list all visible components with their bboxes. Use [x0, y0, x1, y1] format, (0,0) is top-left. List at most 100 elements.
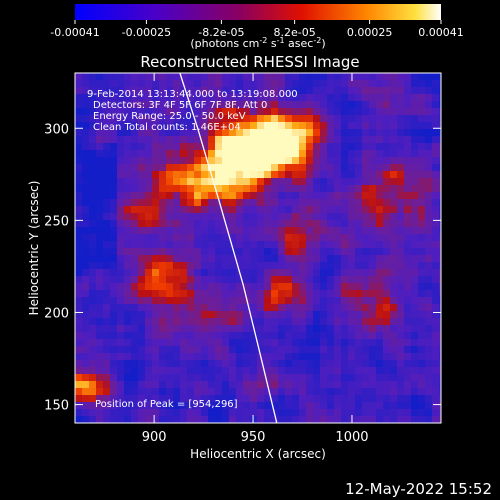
heatmap-cell	[82, 192, 90, 200]
heatmap-cell	[131, 129, 139, 137]
heatmap-cell	[222, 311, 230, 319]
heatmap-cell	[397, 374, 405, 382]
heatmap-cell	[110, 283, 118, 291]
heatmap-cell	[145, 262, 153, 270]
heatmap-cell	[117, 185, 125, 193]
heatmap-cell	[397, 311, 405, 319]
heatmap-cell	[257, 101, 265, 109]
heatmap-cell	[124, 129, 132, 137]
heatmap-cell	[145, 101, 153, 109]
heatmap-cell	[411, 73, 419, 81]
heatmap-cell	[425, 241, 433, 249]
heatmap-cell	[215, 108, 223, 116]
heatmap-cell	[271, 311, 279, 319]
heatmap-cell	[306, 227, 314, 235]
heatmap-cell	[131, 178, 139, 186]
heatmap-cell	[201, 255, 209, 263]
heatmap-cell	[96, 290, 104, 298]
heatmap-cell	[348, 87, 356, 95]
heatmap-cell	[355, 381, 363, 389]
heatmap-cell	[96, 115, 104, 123]
heatmap-cell	[355, 220, 363, 228]
heatmap-cell	[271, 255, 279, 263]
heatmap-cell	[320, 276, 328, 284]
heatmap-cell	[173, 80, 181, 88]
heatmap-cell	[383, 381, 391, 389]
heatmap-cell	[285, 171, 293, 179]
heatmap-cell	[138, 213, 146, 221]
heatmap-cell	[418, 136, 426, 144]
heatmap-cell	[103, 332, 111, 340]
heatmap-cell	[306, 115, 314, 123]
heatmap-cell	[152, 325, 160, 333]
heatmap-cell	[110, 360, 118, 368]
heatmap-cell	[313, 206, 321, 214]
heatmap-cell	[75, 353, 83, 361]
heatmap-cell	[390, 171, 398, 179]
heatmap-cell	[341, 290, 349, 298]
heatmap-cell	[117, 192, 125, 200]
heatmap-cell	[138, 311, 146, 319]
heatmap-cell	[334, 101, 342, 109]
heatmap-cell	[425, 311, 433, 319]
heatmap-cell	[397, 416, 405, 423]
heatmap-cell	[243, 136, 251, 144]
heatmap-cell	[334, 157, 342, 165]
heatmap-cell	[362, 108, 370, 116]
heatmap-cell	[383, 332, 391, 340]
heatmap-cell	[348, 283, 356, 291]
heatmap-cell	[117, 157, 125, 165]
heatmap-cell	[180, 227, 188, 235]
heatmap-cell	[313, 143, 321, 151]
heatmap-cell	[215, 388, 223, 396]
heatmap-cell	[355, 388, 363, 396]
heatmap-cell	[152, 353, 160, 361]
heatmap-cell	[418, 94, 426, 102]
heatmap-cell	[75, 199, 83, 207]
heatmap-cell	[194, 101, 202, 109]
heatmap-cell	[257, 367, 265, 375]
heatmap-cell	[103, 353, 111, 361]
heatmap-cell	[376, 388, 384, 396]
heatmap-cell	[152, 234, 160, 242]
heatmap-cell	[320, 234, 328, 242]
heatmap-cell	[166, 416, 174, 423]
heatmap-cell	[124, 241, 132, 249]
heatmap-cell	[250, 87, 258, 95]
heatmap-cell	[299, 346, 307, 354]
colorbar-tick-label: 8.2e-05	[273, 26, 315, 39]
heatmap-cell	[208, 101, 216, 109]
heatmap-cell	[96, 234, 104, 242]
heatmap-cell	[320, 178, 328, 186]
heatmap-cell	[327, 416, 335, 423]
heatmap-cell	[425, 290, 433, 298]
heatmap-cell	[348, 248, 356, 256]
heatmap-cell	[411, 80, 419, 88]
heatmap-cell	[222, 115, 230, 123]
heatmap-cell	[173, 122, 181, 130]
heatmap-cell	[257, 402, 265, 410]
heatmap-cell	[222, 304, 230, 312]
heatmap-cell	[334, 178, 342, 186]
heatmap-cell	[369, 185, 377, 193]
heatmap-cell	[306, 360, 314, 368]
heatmap-cell	[327, 374, 335, 382]
heatmap-cell	[271, 388, 279, 396]
heatmap-cell	[89, 192, 97, 200]
heatmap-cell	[89, 94, 97, 102]
heatmap-cell	[117, 283, 125, 291]
heatmap-cell	[418, 157, 426, 165]
heatmap-cell	[250, 150, 258, 158]
heatmap-cell	[439, 381, 441, 389]
heatmap-cell	[313, 346, 321, 354]
heatmap-cell	[201, 136, 209, 144]
heatmap-cell	[418, 290, 426, 298]
heatmap-cell	[334, 136, 342, 144]
heatmap-cell	[355, 241, 363, 249]
heatmap-cell	[411, 227, 419, 235]
heatmap-cell	[369, 360, 377, 368]
heatmap-cell	[229, 227, 237, 235]
heatmap-cell	[432, 227, 440, 235]
heatmap-cell	[75, 185, 83, 193]
heatmap-cell	[299, 136, 307, 144]
